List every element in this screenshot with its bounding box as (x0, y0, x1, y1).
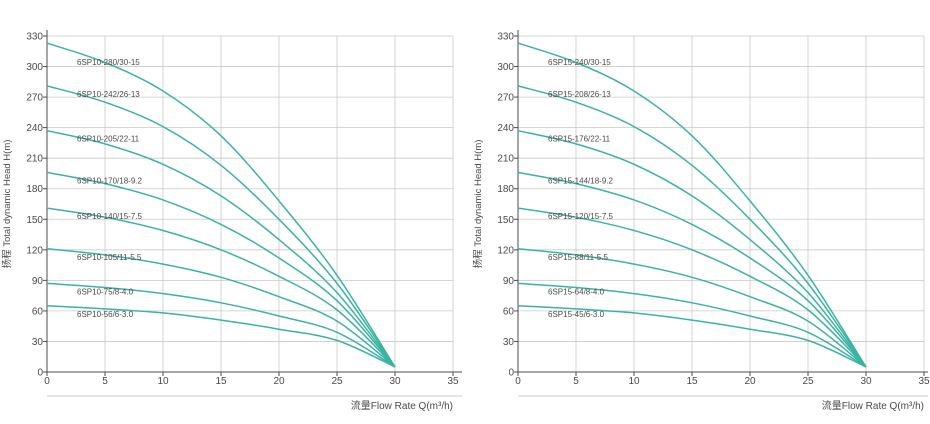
series-label: 6SP15-144/18-9.2 (548, 176, 613, 185)
y-tick-label: 330 (497, 32, 514, 43)
chart-panel-1: 0 30 60 90 120 150 180 210 240 270 300 330 0 5 10 15 20 2… (1, 30, 462, 412)
y-tick-label: 90 (503, 276, 515, 287)
y-tick-label: 30 (503, 337, 515, 348)
y-tick-label: 180 (26, 184, 43, 195)
x-tick-label: 25 (331, 376, 343, 387)
series-label: 6SP10-280/30-15 (77, 58, 140, 67)
y-tick-label: 0 (508, 368, 514, 379)
y-tick-label: 90 (32, 276, 44, 287)
y-tick-label: 30 (32, 337, 44, 348)
y-tick-label: 240 (497, 123, 514, 134)
x-axis-label: 流量Flow Rate Q(m³/h) (822, 399, 924, 412)
series-curve (46, 171, 396, 368)
series-label: 6SP10-56/6-3.0 (77, 310, 134, 319)
series-curve (517, 207, 867, 368)
x-tick-label: 5 (102, 376, 108, 387)
series-label: 6SP15-208/26-13 (548, 90, 611, 99)
series-label: 6SP10-140/15-7.5 (77, 212, 142, 221)
x-axis-label: 流量Flow Rate Q(m³/h) (351, 399, 453, 412)
series-label: 6SP10-242/26-13 (77, 90, 140, 99)
y-tick-label: 240 (26, 123, 43, 134)
x-tick-label: 35 (918, 376, 930, 387)
y-tick-label: 300 (26, 62, 43, 73)
y-tick-label: 60 (32, 306, 44, 317)
y-tick-label: 300 (497, 62, 514, 73)
y-tick-label: 210 (497, 154, 514, 165)
x-tick-label: 35 (447, 376, 459, 387)
y-tick-label: 60 (503, 306, 515, 317)
series-label: 6SP15-88/11-5.5 (548, 253, 608, 262)
y-tick-label: 0 (37, 368, 43, 379)
series-label: 6SP10-170/18-9.2 (77, 176, 142, 185)
y-tick-label: 270 (497, 93, 514, 104)
y-tick-label: 330 (26, 32, 43, 43)
series-curve (46, 42, 396, 368)
y-tick-label: 150 (26, 215, 43, 226)
x-tick-label: 30 (389, 376, 401, 387)
series-curve (46, 207, 396, 368)
series-curve (46, 248, 396, 368)
y-tick-label: 150 (497, 215, 514, 226)
series-label: 6SP15-45/6-3.0 (548, 310, 605, 319)
series-curve (517, 282, 867, 368)
chart-panel-2: 0 30 60 90 120 150 180 210 240 270 300 330 0 5 10 15 20 2… (472, 30, 930, 412)
series-curve (517, 171, 867, 368)
series-curve (517, 248, 867, 368)
x-tick-label: 25 (802, 376, 814, 387)
series-curve (46, 85, 396, 368)
series-curve (517, 85, 867, 368)
series-curve (46, 305, 396, 368)
series-label: 6SP15-240/30-15 (548, 58, 611, 67)
series-curve (46, 129, 396, 368)
x-tick-label: 15 (686, 376, 698, 387)
y-tick-label: 270 (26, 93, 43, 104)
series-curve (517, 129, 867, 368)
x-tick-label: 15 (215, 376, 227, 387)
y-tick-label: 120 (497, 245, 514, 256)
y-axis-label: 扬程 Total dynamic Head H(m) (1, 140, 13, 269)
y-axis-label: 扬程 Total dynamic Head H(m) (472, 140, 484, 269)
series-label: 6SP15-120/15-7.5 (548, 212, 613, 221)
x-tick-label: 30 (860, 376, 872, 387)
y-tick-label: 120 (26, 245, 43, 256)
x-tick-label: 5 (573, 376, 579, 387)
y-tick-label: 180 (497, 184, 514, 195)
series-label: 6SP10-75/8-4.0 (77, 287, 134, 296)
x-tick-label: 0 (44, 376, 50, 387)
series-curve (517, 305, 867, 368)
x-tick-label: 20 (273, 376, 285, 387)
series-curve (517, 42, 867, 368)
x-tick-label: 0 (515, 376, 521, 387)
x-tick-label: 10 (157, 376, 169, 387)
x-tick-label: 10 (628, 376, 640, 387)
y-tick-label: 210 (26, 154, 43, 165)
series-curve (46, 282, 396, 368)
series-label: 6SP10-205/22-11 (77, 135, 140, 144)
series-label: 6SP10-105/11-5.5 (77, 253, 142, 262)
x-tick-label: 20 (744, 376, 756, 387)
series-label: 6SP15-176/22-11 (548, 135, 611, 144)
series-label: 6SP15-64/8-4.0 (548, 287, 605, 296)
